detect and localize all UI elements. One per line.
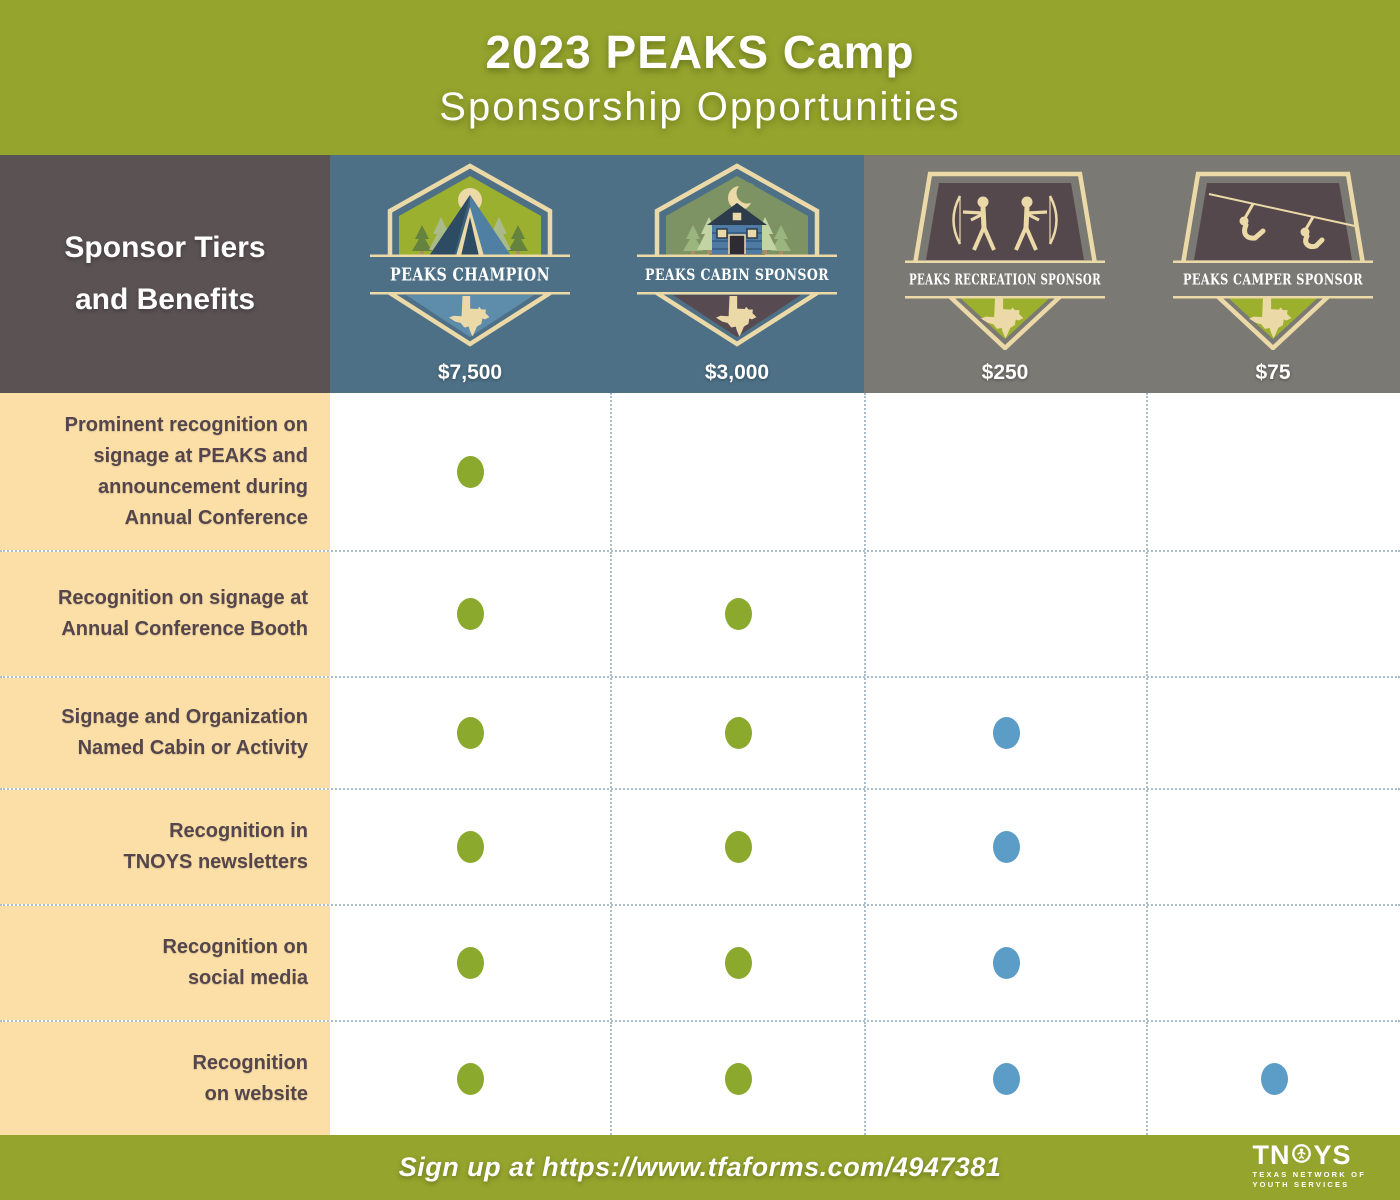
- benefit-included-dot-icon: [992, 1062, 1020, 1095]
- benefits-grid: Prominent recognition on signage at PEAK…: [0, 393, 1400, 1135]
- tier-name-banner: PEAKS CAMPER SPONSOR: [1183, 271, 1363, 289]
- page-subtitle: Sponsorship Opportunities: [439, 85, 961, 129]
- benefit-cell: [330, 906, 610, 1020]
- tier-name-banner: PEAKS CABIN SPONSOR: [645, 265, 829, 284]
- benefit-row: Recognition on signage at Annual Confere…: [0, 550, 1400, 676]
- sponsor-tiers-heading: Sponsor Tiers and Benefits: [0, 155, 330, 393]
- texas-icon: [716, 296, 757, 337]
- benefit-cell: [610, 906, 864, 1020]
- badge-top-panel: [926, 183, 1084, 260]
- person-in-circle-icon: [1291, 1142, 1312, 1169]
- tier-price: $250: [981, 361, 1029, 384]
- benefit-cell: [1146, 678, 1400, 788]
- benefit-label: Recognition on website: [0, 1022, 330, 1135]
- benefit-included-dot-icon: [456, 598, 484, 630]
- footer-banner: Sign up at https://www.tfaforms.com/4947…: [0, 1135, 1400, 1200]
- benefit-cell: [1146, 790, 1400, 904]
- tent-camp-scene-icon: [412, 188, 528, 256]
- texas-icon: [449, 296, 490, 337]
- benefit-cell: [610, 552, 864, 676]
- logo-text-ys: YS: [1313, 1140, 1352, 1170]
- benefit-cell: [1146, 552, 1400, 676]
- logo-tagline-2: YOUTH SERVICES: [1252, 1179, 1350, 1189]
- benefit-included-dot-icon: [456, 455, 484, 488]
- benefit-cell: [864, 552, 1146, 676]
- header-banner: 2023 PEAKS Camp Sponsorship Opportunitie…: [0, 0, 1400, 155]
- benefit-included-dot-icon: [724, 1062, 752, 1095]
- benefit-cell: [610, 790, 864, 904]
- benefit-row: Recognition in TNOYS newsletters: [0, 788, 1400, 904]
- benefit-cell: [330, 678, 610, 788]
- tier-price: $7,500: [437, 361, 503, 384]
- badge-top-panel: [1194, 183, 1352, 260]
- tnoys-logo: TN YS TEXAS NETWORK OF YOUTH SERVICES: [1252, 1142, 1366, 1188]
- tier-name-banner: PEAKS CHAMPION: [390, 265, 550, 286]
- benefit-label: Recognition on signage at Annual Confere…: [0, 552, 330, 676]
- tier-price: $75: [1255, 361, 1291, 384]
- benefit-row: Prominent recognition on signage at PEAK…: [0, 393, 1400, 550]
- benefit-included-dot-icon: [456, 947, 484, 979]
- benefit-included-dot-icon: [456, 1062, 484, 1095]
- benefit-cell: [330, 790, 610, 904]
- benefit-cell: [1146, 1022, 1400, 1135]
- peaks-champion-badge-icon: PEAKS CHAMPION: [370, 163, 570, 347]
- benefit-cell: [864, 1022, 1146, 1135]
- benefit-included-dot-icon: [724, 717, 752, 749]
- tnoys-wordmark: TN YS: [1252, 1142, 1366, 1169]
- benefit-cell: [610, 393, 864, 550]
- archery-scene-icon: [952, 195, 1058, 251]
- logo-tagline-1: TEXAS NETWORK OF: [1252, 1170, 1366, 1179]
- benefit-included-dot-icon: [992, 831, 1020, 863]
- benefit-cell: [1146, 906, 1400, 1020]
- tier-header-band: Sponsor Tiers and Benefits: [0, 155, 1400, 393]
- benefit-cell: [330, 1022, 610, 1135]
- benefit-row: Signage and Organization Named Cabin or …: [0, 676, 1400, 788]
- benefit-cell: [864, 906, 1146, 1020]
- peaks-recreation-sponsor-badge-icon: PEAKS RECREATION SPONSOR: [905, 171, 1105, 350]
- cabin-moon-scene-icon: [683, 182, 791, 257]
- peaks-cabin-sponsor-badge-icon: PEAKS CABIN SPONSOR: [637, 163, 837, 347]
- badge-outline: [654, 163, 820, 347]
- zipline-scene-icon: [1208, 193, 1356, 249]
- benefit-cell: [330, 393, 610, 550]
- benefit-label: Recognition in TNOYS newsletters: [0, 790, 330, 904]
- peaks-camper-sponsor-badge-icon: PEAKS CAMPER SPONSOR: [1173, 171, 1373, 350]
- logo-text-tn: TN: [1252, 1140, 1291, 1170]
- page-title: 2023 PEAKS Camp: [485, 26, 915, 78]
- benefit-row: Recognition on website: [0, 1020, 1400, 1135]
- benefit-label: Signage and Organization Named Cabin or …: [0, 678, 330, 788]
- benefit-included-dot-icon: [724, 831, 752, 863]
- benefit-included-dot-icon: [992, 717, 1020, 749]
- signup-link[interactable]: Sign up at https://www.tfaforms.com/4947…: [398, 1152, 1002, 1182]
- benefit-included-dot-icon: [992, 947, 1020, 979]
- benefit-cell: [864, 790, 1146, 904]
- benefit-cell: [610, 1022, 864, 1135]
- benefit-cell: [330, 552, 610, 676]
- benefit-cell: [864, 678, 1146, 788]
- benefit-label: Prominent recognition on signage at PEAK…: [0, 393, 330, 550]
- benefit-included-dot-icon: [724, 598, 752, 630]
- benefit-label: Recognition on social media: [0, 906, 330, 1020]
- benefit-included-dot-icon: [1260, 1062, 1288, 1095]
- cabin-icon: [707, 203, 767, 257]
- tier-price: $3,000: [704, 361, 770, 384]
- texas-icon: [1249, 296, 1292, 339]
- badge-outline: [387, 163, 553, 347]
- benefit-included-dot-icon: [456, 831, 484, 863]
- badge-outline: [912, 171, 1098, 350]
- benefit-cell: [864, 393, 1146, 550]
- texas-icon: [981, 296, 1024, 339]
- badge-outline: [1180, 171, 1366, 350]
- benefit-cell: [610, 678, 864, 788]
- benefit-included-dot-icon: [456, 717, 484, 749]
- tier-name-banner: PEAKS RECREATION SPONSOR: [909, 272, 1101, 289]
- benefit-row: Recognition on social media: [0, 904, 1400, 1020]
- benefit-cell: [1146, 393, 1400, 550]
- benefit-included-dot-icon: [724, 947, 752, 979]
